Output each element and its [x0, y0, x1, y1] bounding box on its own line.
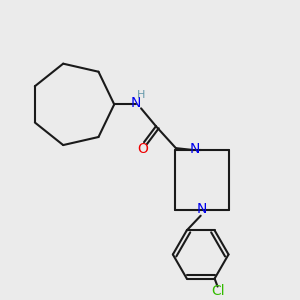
Text: O: O: [138, 142, 148, 156]
Text: Cl: Cl: [211, 284, 224, 298]
Text: N: N: [131, 96, 141, 110]
Text: N: N: [190, 142, 200, 156]
Text: N: N: [196, 202, 207, 216]
Text: H: H: [137, 90, 145, 100]
